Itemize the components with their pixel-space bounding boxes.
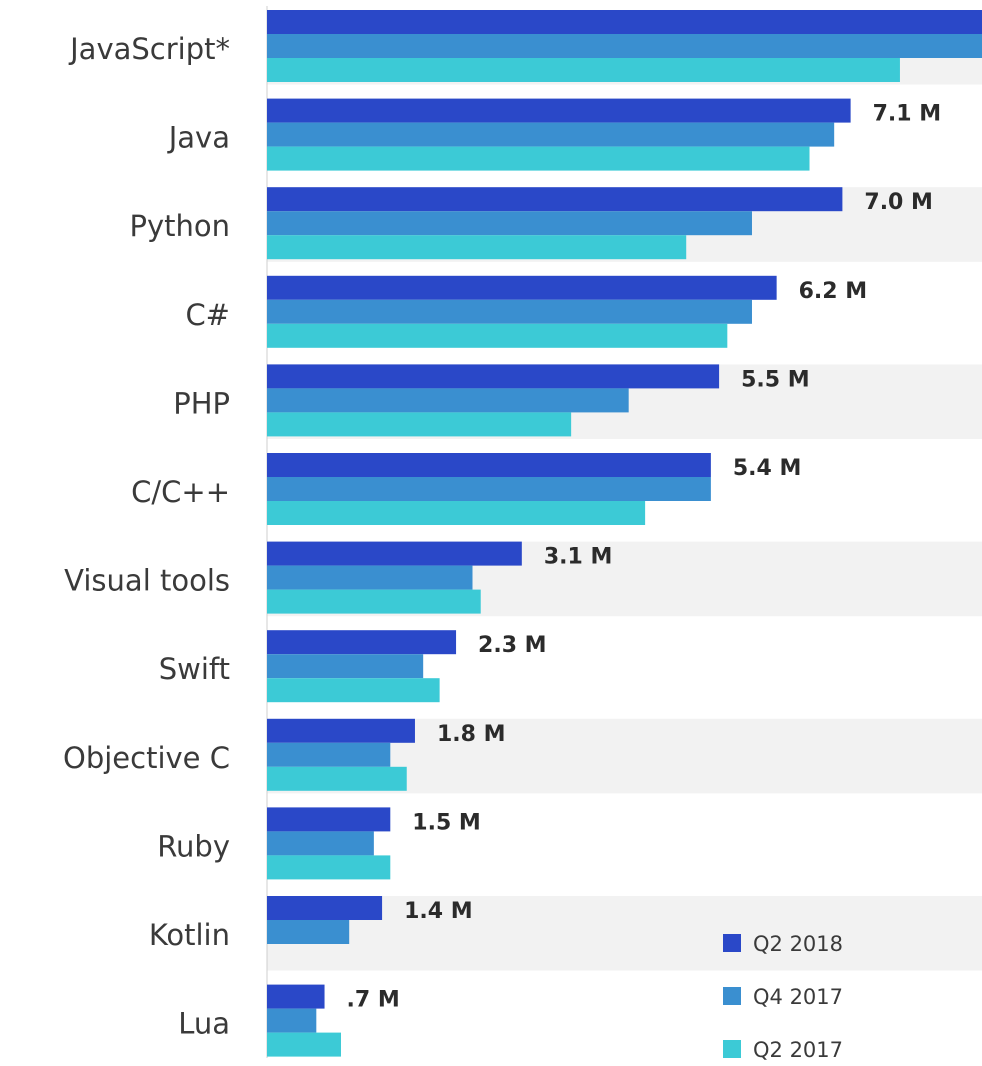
category-label-java: Java — [167, 121, 230, 155]
bar-c-c-q2-2017 — [267, 501, 646, 525]
value-label-lua: .7 M — [347, 988, 400, 1013]
bar-kotlin-q2-2018 — [267, 896, 383, 920]
value-label-ruby: 1.5 M — [412, 810, 481, 835]
legend-swatch-q2-2017 — [723, 1040, 741, 1058]
value-label-c-c: 5.4 M — [733, 456, 802, 481]
value-label-kotlin: 1.4 M — [404, 899, 473, 924]
bar-kotlin-q4-2017 — [267, 920, 350, 944]
bar-swift-q2-2017 — [267, 678, 440, 703]
bar-objective-c-q2-2017 — [267, 766, 407, 791]
category-label-javascript: JavaScript* — [68, 32, 230, 66]
bars — [267, 10, 982, 1057]
bar-java-q2-2018 — [267, 98, 851, 123]
bar-python-q2-2017 — [267, 235, 687, 260]
value-label-php: 5.5 M — [741, 367, 810, 392]
bar-javascript-q4-2017 — [267, 34, 982, 58]
bar-ruby-q2-2017 — [267, 855, 391, 880]
value-label-visual-tools: 3.1 M — [544, 545, 613, 570]
row-band-kotlin — [267, 896, 982, 971]
bar-visual-tools-q2-2017 — [267, 589, 481, 614]
bar-javascript-q2-2017 — [267, 58, 900, 82]
bar-c-q2-2018 — [267, 275, 777, 300]
value-label-python: 7.0 M — [864, 190, 933, 215]
bar-swift-q4-2017 — [267, 654, 424, 679]
value-label-objective-c: 1.8 M — [437, 722, 506, 747]
category-label-php: PHP — [173, 386, 230, 420]
value-label-java: 7.1 M — [873, 102, 942, 127]
bar-ruby-q4-2017 — [267, 831, 374, 856]
bar-objective-c-q4-2017 — [267, 742, 391, 767]
category-label-kotlin: Kotlin — [149, 918, 230, 952]
bar-python-q4-2017 — [267, 211, 752, 236]
category-label-c: C# — [185, 298, 230, 332]
category-label-ruby: Ruby — [157, 829, 230, 863]
category-label-python: Python — [129, 209, 230, 243]
bar-java-q2-2017 — [267, 146, 810, 171]
bar-lua-q4-2017 — [267, 1008, 317, 1033]
bar-lua-q2-2018 — [267, 984, 325, 1009]
bar-php-q2-2017 — [267, 412, 572, 437]
bar-javascript-q2-2018 — [267, 10, 982, 34]
legend-label-q2-2017: Q2 2017 — [753, 1038, 843, 1062]
category-label-lua: Lua — [178, 1007, 230, 1041]
bar-objective-c-q2-2018 — [267, 718, 415, 743]
bar-visual-tools-q4-2017 — [267, 565, 473, 590]
category-labels: JavaScript* Java Python C# PHP C/C++ Visual to… — [63, 32, 230, 1041]
bar-visual-tools-q2-2018 — [267, 541, 522, 566]
legend-swatch-q4-2017 — [723, 987, 741, 1005]
value-labels: 10.7 M7.1 M7.0 M6.2 M5.5 M5.4 M3.1 M2.3 … — [347, 102, 942, 1013]
bar-python-q2-2018 — [267, 187, 843, 212]
value-label-swift: 2.3 M — [478, 633, 547, 658]
value-label-c: 6.2 M — [799, 279, 868, 304]
bar-c-c-q2-2018 — [267, 453, 711, 477]
bar-c-q4-2017 — [267, 299, 752, 324]
bar-java-q4-2017 — [267, 122, 835, 147]
category-label-c-c: C/C++ — [131, 475, 230, 509]
bar-c-q2-2017 — [267, 323, 728, 348]
bar-php-q2-2018 — [267, 364, 720, 389]
category-label-swift: Swift — [159, 652, 230, 686]
bar-c-c-q4-2017 — [267, 477, 711, 501]
legend-swatch-q2-2018 — [723, 934, 741, 952]
category-label-objective-c: Objective C — [63, 741, 230, 775]
category-label-visual-tools: Visual tools — [64, 564, 230, 598]
bar-ruby-q2-2018 — [267, 807, 391, 832]
legend-label-q2-2018: Q2 2018 — [753, 932, 843, 956]
legend-label-q4-2017: Q4 2017 — [753, 985, 843, 1009]
legend: Q2 2018 Q4 2017 Q2 2017 — [723, 932, 843, 1062]
bar-swift-q2-2018 — [267, 630, 457, 655]
bar-php-q4-2017 — [267, 388, 629, 413]
bar-lua-q2-2017 — [267, 1032, 341, 1057]
